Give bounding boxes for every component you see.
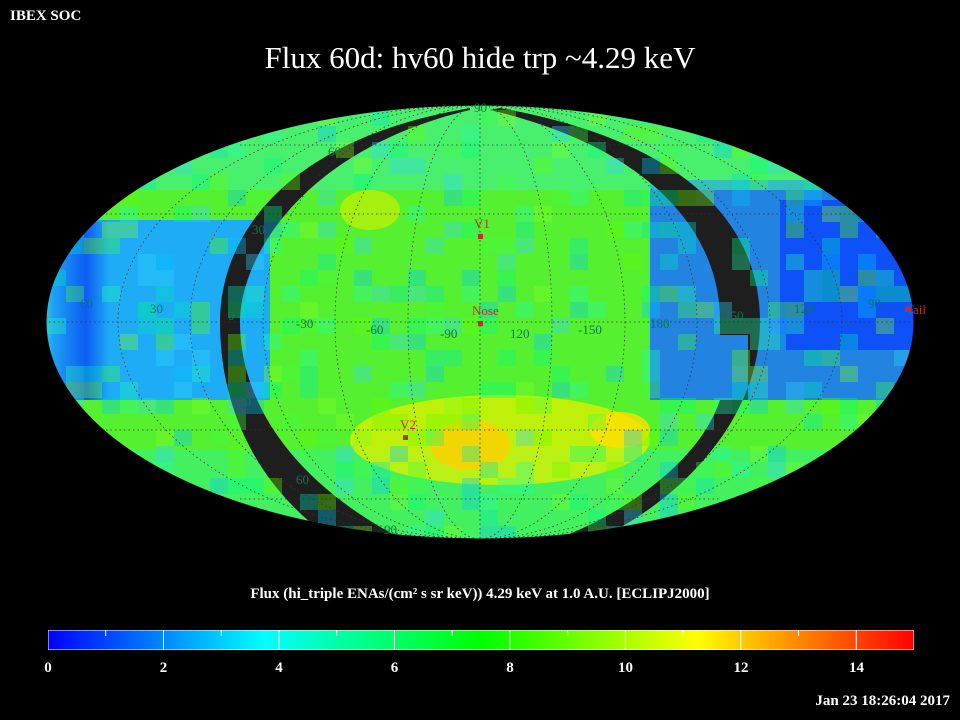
colorbar-tick: 8 (506, 660, 514, 676)
markers: V1 Nose V2 Tail (400, 216, 926, 440)
lon-label: 60 (80, 296, 93, 311)
colorbar-tick: 0 (44, 660, 52, 676)
lon-label: -60 (366, 322, 383, 337)
hidden-region-right (490, 108, 760, 538)
lat-label: 60 (296, 472, 309, 487)
marker-v2 (403, 435, 408, 440)
lon-label: -30 (296, 316, 313, 331)
flux-map-base (46, 105, 914, 539)
lon-label: -150 (578, 322, 602, 337)
org-label: IBEX SOC (10, 8, 82, 24)
colorbar-tick: 6 (390, 660, 399, 676)
marker-tail (905, 307, 910, 312)
lon-label: 120 (510, 326, 530, 341)
lon-label: -90 (440, 326, 457, 341)
lon-label: 0 (228, 308, 235, 323)
lon-label: 150 (724, 308, 744, 323)
marker-label-tail: Tail (906, 302, 926, 317)
timestamp: Jan 23 18:26:04 2017 (815, 693, 950, 709)
lat-label: 90 (474, 100, 487, 115)
marker-nose (478, 321, 483, 326)
colorbar-tick: 14 (849, 660, 864, 676)
marker-label-nose: Nose (472, 303, 499, 318)
lat-label: 30 (252, 222, 265, 237)
lon-label: 120 (794, 301, 814, 316)
colorbar-tick: 4 (275, 660, 283, 676)
colorbar (48, 630, 914, 650)
lon-label: 180 (650, 316, 670, 331)
graticule-labels: 90 60 30 30 60 90 60 30 0 -30 -60 -90 12… (80, 100, 881, 537)
colorbar-tick: 10 (618, 660, 633, 676)
map-border (45, 104, 915, 540)
colorbar-tick: 2 (159, 660, 168, 676)
marker-v1 (478, 234, 483, 239)
colorbar-gradient (48, 630, 914, 650)
lon-label: 30 (150, 301, 163, 316)
marker-label-v1: V1 (474, 216, 490, 231)
marker-label-v2: V2 (400, 417, 416, 432)
lat-label: 90 (384, 522, 397, 537)
page-title: Flux 60d: hv60 hide trp ~4.29 keV (264, 40, 696, 75)
colorbar-label: Flux (hi_triple ENAs/(cm² s sr keV)) 4.2… (250, 586, 710, 602)
lon-label: 90 (868, 296, 881, 311)
hidden-region-left (220, 108, 470, 538)
lat-label: 60 (328, 144, 341, 159)
lat-label: 30 (238, 394, 251, 409)
colorbar-tick: 12 (733, 660, 749, 676)
